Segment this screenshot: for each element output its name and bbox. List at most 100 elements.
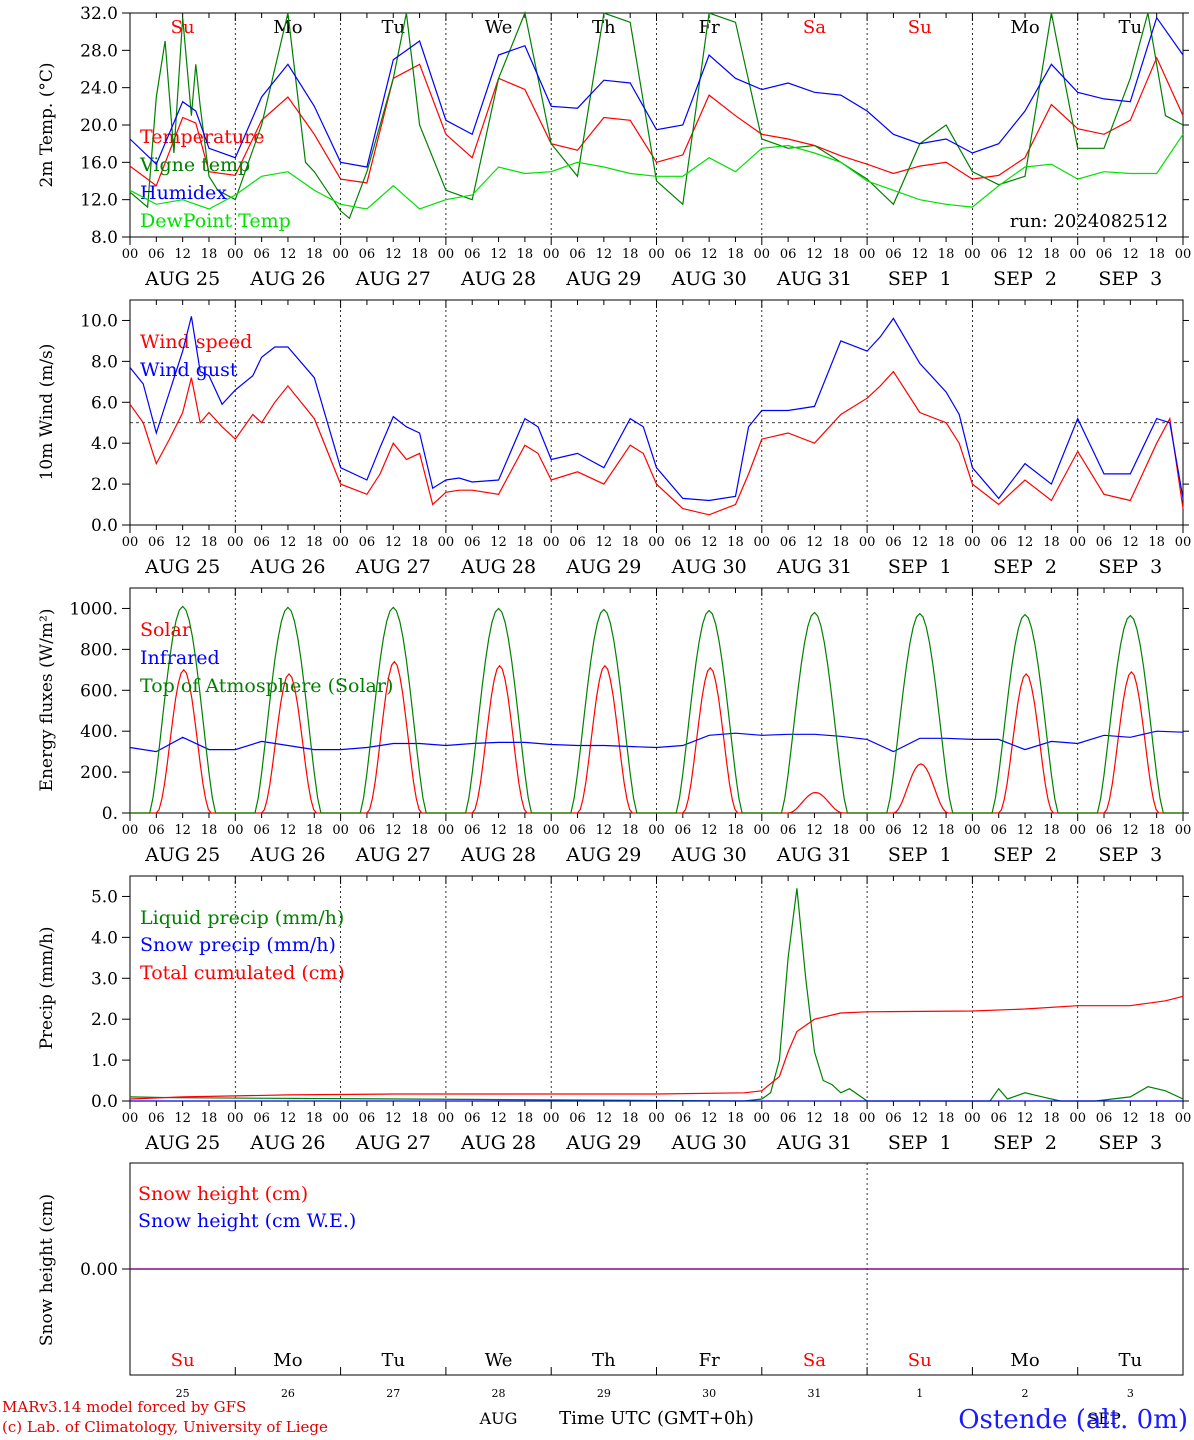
hour-tick-label: 18 xyxy=(517,823,534,838)
hour-tick-label: 06 xyxy=(675,823,692,838)
hour-tick-label: 18 xyxy=(833,1111,850,1126)
date-label: SEP 2 xyxy=(993,844,1057,866)
hour-tick-label: 00 xyxy=(859,1111,876,1126)
hour-tick-label: 12 xyxy=(174,535,191,550)
hour-tick-label: 18 xyxy=(1148,1111,1165,1126)
hour-tick-label: 06 xyxy=(148,535,165,550)
date-label: AUG 30 xyxy=(671,1132,747,1154)
hour-tick-label: 00 xyxy=(227,535,244,550)
hour-tick-label: 06 xyxy=(675,535,692,550)
day-name-label: Tu xyxy=(1119,1350,1143,1371)
hour-tick-label: 00 xyxy=(543,247,560,262)
hour-tick-label: 00 xyxy=(1175,1111,1192,1126)
hour-tick-label: 00 xyxy=(1069,535,1086,550)
day-name-label: Tu xyxy=(381,1350,405,1371)
legend-entry: Total cumulated (cm) xyxy=(140,962,345,984)
date-label: AUG 26 xyxy=(249,268,325,290)
legend-entry: Vigne temp xyxy=(139,154,250,176)
y-tick-label: 3.0 xyxy=(91,969,118,989)
hour-tick-label: 12 xyxy=(385,823,402,838)
hour-tick-label: 00 xyxy=(648,535,665,550)
hour-tick-label: 12 xyxy=(174,823,191,838)
hour-tick-label: 00 xyxy=(964,823,981,838)
hour-tick-label: 12 xyxy=(1017,823,1034,838)
hour-tick-label: 12 xyxy=(596,535,613,550)
hour-tick-label: 18 xyxy=(727,1111,744,1126)
hour-tick-label: 00 xyxy=(648,247,665,262)
hour-tick-label: 00 xyxy=(122,1111,139,1126)
hour-tick-label: 12 xyxy=(490,1111,507,1126)
y-tick-label: 5.0 xyxy=(91,887,118,907)
hour-tick-label: 06 xyxy=(675,247,692,262)
hour-tick-label: 00 xyxy=(964,247,981,262)
hour-tick-label: 00 xyxy=(122,823,139,838)
date-label: AUG 31 xyxy=(776,556,852,578)
date-label: AUG 28 xyxy=(460,1132,536,1154)
y-axis-label: Energy fluxes (W/m²) xyxy=(37,609,57,792)
date-label: SEP 1 xyxy=(888,844,952,866)
series-line-temperature-1 xyxy=(129,10,1184,220)
series-line-wind-0 xyxy=(129,370,1184,516)
date-label: SEP 1 xyxy=(888,1132,952,1154)
hour-tick-label: 18 xyxy=(1043,535,1060,550)
hour-tick-label: 12 xyxy=(490,247,507,262)
series-line-temperature-2 xyxy=(129,16,1184,168)
day-number-label: 28 xyxy=(492,1387,506,1400)
hour-tick-label: 18 xyxy=(938,1111,955,1126)
date-label: AUG 29 xyxy=(565,1132,641,1154)
hour-tick-label: 12 xyxy=(490,535,507,550)
hour-tick-label: 00 xyxy=(859,823,876,838)
date-label: SEP 2 xyxy=(993,556,1057,578)
y-tick-label: 400. xyxy=(80,722,118,742)
hour-tick-label: 06 xyxy=(569,247,586,262)
hour-tick-label: 18 xyxy=(833,247,850,262)
hour-tick-label: 00 xyxy=(332,247,349,262)
y-tick-label: 600. xyxy=(80,681,118,701)
time-axis-label: Time UTC (GMT+0h) xyxy=(559,1408,754,1429)
y-tick-label: 2.0 xyxy=(91,1010,118,1030)
y-tick-label: 1.0 xyxy=(91,1051,118,1071)
date-label: SEP 1 xyxy=(888,268,952,290)
day-number-label: 25 xyxy=(176,1387,190,1400)
date-label: AUG 29 xyxy=(565,268,641,290)
y-tick-label: 4.0 xyxy=(91,928,118,948)
date-label: SEP 3 xyxy=(1098,268,1162,290)
hour-tick-label: 12 xyxy=(911,247,928,262)
station-label: Ostende (alt. 0m) xyxy=(958,1405,1188,1435)
date-label: AUG 26 xyxy=(249,556,325,578)
month-label-aug: AUG xyxy=(479,1409,518,1428)
hour-tick-label: 18 xyxy=(517,247,534,262)
date-label: AUG 30 xyxy=(671,268,747,290)
hour-tick-label: 06 xyxy=(148,823,165,838)
hour-tick-label: 06 xyxy=(1096,1111,1113,1126)
hour-tick-label: 18 xyxy=(938,823,955,838)
y-tick-label: 10.0 xyxy=(80,311,118,331)
day-number-label: 27 xyxy=(386,1387,400,1400)
y-tick-label: 20.0 xyxy=(80,116,118,136)
hour-tick-label: 12 xyxy=(1122,535,1139,550)
date-label: SEP 3 xyxy=(1098,556,1162,578)
series-line-temperature-0 xyxy=(129,56,1184,187)
hour-tick-label: 18 xyxy=(938,535,955,550)
y-tick-label: 2.0 xyxy=(91,475,118,495)
hour-tick-label: 12 xyxy=(385,535,402,550)
y-tick-label: 0. xyxy=(102,804,118,824)
hour-tick-label: 12 xyxy=(1017,1111,1034,1126)
hour-tick-label: 06 xyxy=(675,1111,692,1126)
hour-tick-label: 00 xyxy=(1069,1111,1086,1126)
hour-tick-label: 12 xyxy=(280,1111,297,1126)
y-tick-label: 0.00 xyxy=(80,1260,118,1280)
y-tick-label: 4.0 xyxy=(91,434,118,454)
date-label: AUG 31 xyxy=(776,268,852,290)
hour-tick-label: 00 xyxy=(754,247,771,262)
hour-tick-label: 06 xyxy=(253,1111,270,1126)
hour-tick-label: 00 xyxy=(227,1111,244,1126)
hour-tick-label: 06 xyxy=(990,535,1007,550)
hour-tick-label: 18 xyxy=(201,247,218,262)
hour-tick-label: 00 xyxy=(227,247,244,262)
y-tick-label: 32.0 xyxy=(80,4,118,24)
day-name-label: Sa xyxy=(803,17,826,38)
hour-tick-label: 12 xyxy=(596,823,613,838)
hour-tick-label: 00 xyxy=(227,823,244,838)
